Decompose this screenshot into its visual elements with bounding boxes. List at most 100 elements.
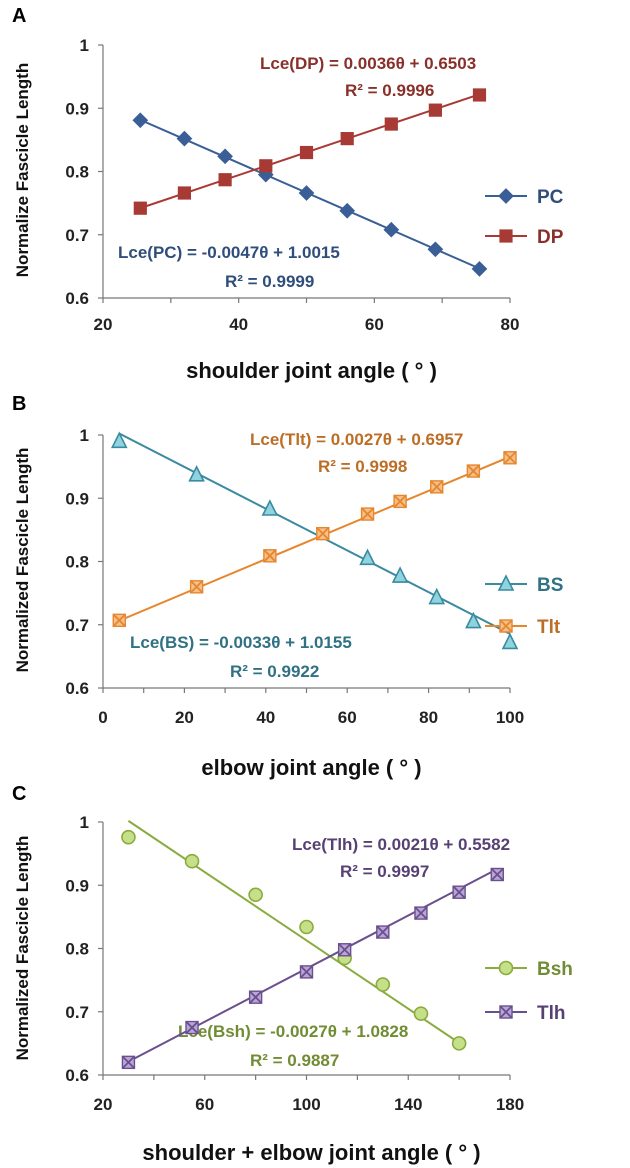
equation-label-bs: Lce(BS) = -0.0033θ + 1.0155 <box>130 633 352 652</box>
y-tick-label: 0.9 <box>65 876 89 895</box>
y-tick-label: 1 <box>80 36 89 55</box>
y-tick-label: 0.7 <box>65 616 89 635</box>
data-point-tlh <box>376 925 390 939</box>
equation-label-bsh: Lce(Bsh) = -0.0027θ + 1.0828 <box>178 1022 408 1041</box>
trend-line-bs <box>118 432 511 635</box>
data-point-tlh <box>185 1020 199 1035</box>
legend-marker <box>499 229 513 243</box>
data-point-bsh <box>248 887 263 903</box>
legend-item-bsh: Bsh <box>485 959 573 980</box>
y-tick-label: 0.9 <box>65 489 89 508</box>
r2-label-dp: R² = 0.9996 <box>345 81 434 100</box>
data-point-bs <box>465 611 482 629</box>
x-tick-label: 60 <box>338 708 357 727</box>
data-point-tlh <box>299 965 314 979</box>
data-point-tlt <box>263 549 277 563</box>
legend-label: BS <box>537 575 563 596</box>
data-point-dp <box>428 103 442 117</box>
equation-label-dp: Lce(DP) = 0.0036θ + 0.6503 <box>260 54 476 73</box>
panel-letter: C <box>12 783 26 805</box>
data-point-dp <box>259 159 273 173</box>
legend-item-dp: DP <box>485 227 564 248</box>
data-point-bsh <box>375 977 391 992</box>
legend-marker <box>498 960 514 976</box>
data-point-bs <box>501 632 519 650</box>
r2-label-tlh: R² = 0.9997 <box>340 862 429 881</box>
data-point-dp <box>177 186 191 200</box>
equation-label-pc: Lce(PC) = -0.0047θ + 1.0015 <box>118 243 340 262</box>
panel-letter: B <box>12 393 26 415</box>
y-tick-label: 0.8 <box>65 940 89 959</box>
x-tick-label: 60 <box>195 1095 214 1114</box>
data-point-bsh <box>413 1006 429 1021</box>
data-point-tlt <box>112 613 126 628</box>
x-tick-label: 40 <box>229 315 248 334</box>
series-pc: Lce(PC) = -0.0047θ + 1.0015 R² = 0.9999 <box>118 112 488 291</box>
legend-marker <box>499 1005 513 1019</box>
x-axis-label: elbow joint angle ( ° ) <box>201 755 421 780</box>
data-point-pc <box>427 241 444 258</box>
y-tick-label: 0.8 <box>65 553 89 572</box>
x-tick-label: 20 <box>94 315 113 334</box>
chart-panel-a: A 0.6 0.7 0.8 0.9 1 20 40 60 80 shoulder joint ang… <box>12 5 564 383</box>
y-axis-label: Normalize Fascicle Length <box>13 63 32 277</box>
data-point-dp <box>340 132 354 146</box>
series-bs: Lce(BS) = -0.0033θ + 1.0155 R² = 0.9922 <box>110 431 519 681</box>
x-tick-label: 180 <box>496 1095 524 1114</box>
x-tick-label: 20 <box>94 1095 113 1114</box>
legend-item-tlt: Tlt <box>485 617 561 638</box>
r2-label-tlt: R² = 0.9998 <box>318 457 407 476</box>
data-point-bsh <box>184 853 200 869</box>
y-tick-label: 1 <box>80 426 89 445</box>
data-point-dp <box>299 145 314 160</box>
data-point-tlt <box>360 507 375 521</box>
x-tick-label: 0 <box>98 708 107 727</box>
data-point-tlt <box>466 464 481 478</box>
data-point-bsh <box>299 919 314 935</box>
x-axis-label: shoulder joint angle ( ° ) <box>186 358 437 383</box>
data-point-tlh <box>121 1055 136 1070</box>
data-point-tlh <box>452 885 466 899</box>
data-point-bs <box>391 566 409 583</box>
series-dp: Lce(DP) = 0.0036θ + 0.6503 R² = 0.9996 <box>133 54 487 215</box>
series-tlh: Lce(Tlh) = 0.0021θ + 0.5582 R² = 0.9997 <box>121 835 510 1070</box>
legend-label: DP <box>537 227 564 248</box>
y-tick-label: 1 <box>80 813 89 832</box>
y-tick-label: 0.6 <box>65 1066 89 1085</box>
y-tick-label: 0.9 <box>65 99 89 118</box>
data-point-tlt <box>189 580 204 594</box>
equation-label-tlh: Lce(Tlh) = 0.0021θ + 0.5582 <box>292 835 510 854</box>
legend-item-pc: PC <box>485 187 564 208</box>
x-tick-label: 80 <box>501 315 520 334</box>
legend-item-bs: BS <box>485 574 563 596</box>
data-point-pc <box>471 261 488 277</box>
legend-label: PC <box>537 187 564 208</box>
x-tick-label: 60 <box>365 315 384 334</box>
data-point-pc <box>383 221 400 238</box>
data-point-tlh <box>490 867 504 882</box>
data-point-tlh <box>414 906 428 920</box>
chart-panel-c: C 0.6 0.7 0.8 0.9 1 20 60 100 140 180 shoulder + el… <box>12 783 573 1165</box>
legend-label: Tlh <box>537 1003 566 1024</box>
panel-letter: A <box>12 5 26 27</box>
y-tick-label: 0.6 <box>65 289 89 308</box>
legend-marker <box>499 619 513 633</box>
data-point-bs <box>110 431 128 449</box>
data-point-dp <box>218 173 232 187</box>
data-point-tlt <box>503 451 517 465</box>
x-axis-label: shoulder + elbow joint angle ( ° ) <box>142 1140 480 1165</box>
data-point-bs <box>359 548 376 566</box>
data-point-tlt <box>430 480 444 494</box>
y-tick-label: 0.8 <box>65 163 89 182</box>
y-tick-label: 0.7 <box>65 1003 89 1022</box>
legend-label: Tlt <box>537 617 561 638</box>
y-axis-label: Normalized Fascicle Length <box>13 836 32 1061</box>
x-tick-label: 140 <box>394 1095 422 1114</box>
trend-line-tlt <box>118 455 511 622</box>
legend-marker <box>497 574 515 591</box>
series-bsh: Lce(Bsh) = -0.0027θ + 1.0828 R² = 0.9887 <box>121 820 467 1070</box>
r2-label-bs: R² = 0.9922 <box>230 662 319 681</box>
x-tick-label: 100 <box>496 708 524 727</box>
legend-label: Bsh <box>537 959 573 980</box>
